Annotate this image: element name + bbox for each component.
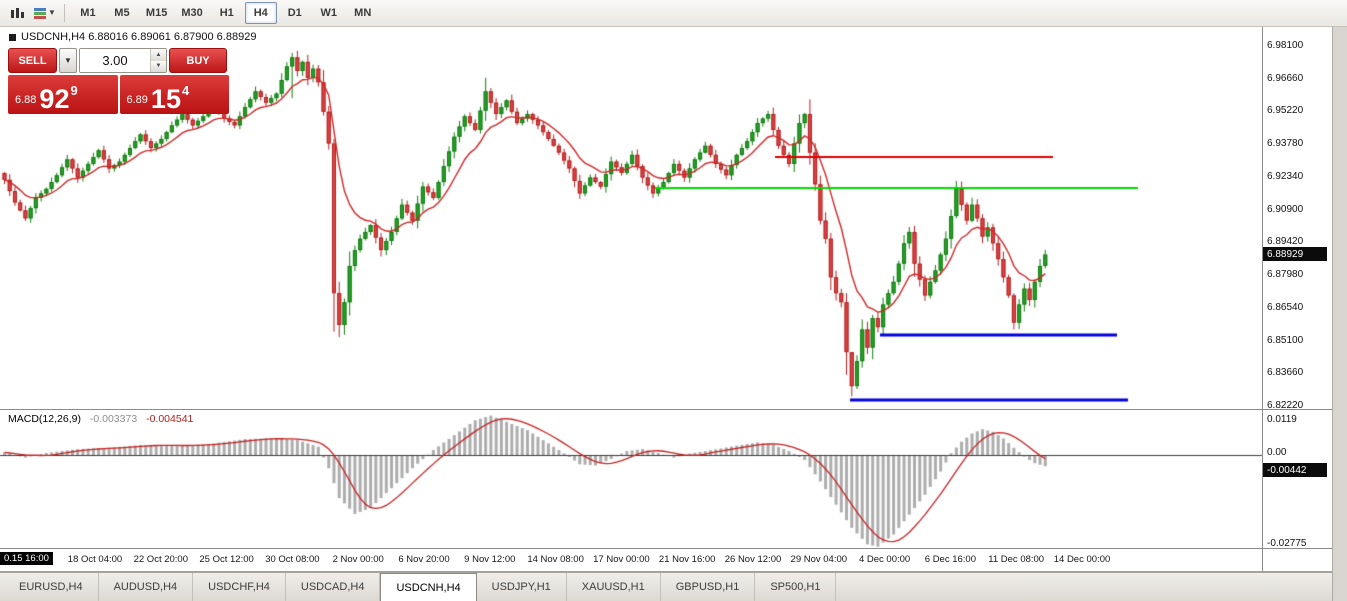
chart-tab-bar: EURUSD,H4 AUDUSD,H4 USDCHF,H4 USDCAD,H4 USDC… — [0, 572, 1332, 601]
chart-macd-splitter[interactable] — [0, 409, 1332, 410]
price-axis-label: 6.90900 — [1267, 203, 1304, 215]
price-axis-label: 6.95220 — [1267, 105, 1304, 117]
macd-name: MACD(12,26,9) — [8, 413, 81, 425]
time-axis-label: 25 Oct 12:00 — [199, 554, 254, 565]
time-axis-label: 6 Nov 20:00 — [398, 554, 450, 565]
time-axis-label: 14 Nov 08:00 — [527, 554, 584, 565]
volume-dropdown-button[interactable]: ▼ — [59, 48, 77, 73]
tab-gbpusd-h1[interactable]: GBPUSD,H1 — [661, 573, 756, 601]
time-axis-label: 11 Dec 08:00 — [988, 554, 1045, 565]
timeframe-button-m30[interactable]: M30 — [181, 7, 203, 19]
price-axis-label: 6.89420 — [1267, 236, 1304, 248]
timeframe-button-m15[interactable]: M15 — [145, 7, 168, 19]
bid-quote-button[interactable]: 6.88 92 9 — [8, 75, 118, 114]
time-axis[interactable]: 0.15 16:00 8 18 Oct 04:00 22 Oct 20:00 25 … — [0, 549, 1262, 571]
window-right-edge — [1332, 27, 1347, 601]
time-axis-label: 18 Oct 04:00 — [67, 554, 123, 565]
indicators-icon — [34, 8, 46, 19]
chart-window-icon-button[interactable] — [6, 2, 30, 24]
tab-xauusd-h1[interactable]: XAUUSD,H1 — [567, 573, 661, 601]
price-axis-label: 6.93780 — [1267, 138, 1304, 150]
indicators-dropdown-button[interactable]: ▼ — [32, 2, 57, 24]
bid-big-digits: 92 — [39, 84, 70, 115]
tab-sp500-h1[interactable]: SP500,H1 — [755, 573, 837, 601]
volume-stepper: ▲ ▼ — [150, 49, 166, 72]
time-axis-highlight: 0.15 16:00 — [0, 552, 53, 565]
chevron-down-icon: ▼ — [48, 8, 56, 17]
macd-axis-zero-label: 0.00 — [1267, 447, 1287, 458]
volume-field-wrap: ▲ ▼ — [79, 48, 167, 73]
time-axis-label: 4 Dec 00:00 — [858, 554, 911, 565]
macd-indicator-label: MACD(12,26,9) -0.003373 -0.004541 — [8, 413, 193, 425]
timeframe-button-h1[interactable]: H1 — [219, 7, 234, 19]
tab-audusd-h4[interactable]: AUDUSD,H4 — [99, 573, 194, 601]
sell-button[interactable]: SELL — [8, 48, 57, 73]
macd-signal-value: -0.004541 — [146, 413, 194, 425]
chevron-down-icon: ▼ — [64, 56, 72, 65]
current-price-tag: 6.88929 — [1263, 247, 1327, 261]
chart-ohlc-header: USDCNH,H4 6.88016 6.89061 6.87900 6.8892… — [9, 31, 256, 43]
macd-current-tag: -0.00442 — [1263, 463, 1327, 477]
toolbar-separator — [63, 4, 65, 22]
time-axis-residual: 8 — [48, 554, 54, 565]
ask-big-digits: 15 — [150, 84, 181, 115]
time-axis-label: 17 Nov 00:00 — [593, 554, 650, 565]
timeframe-button-mn[interactable]: MN — [354, 7, 372, 19]
ask-prefix: 6.89 — [126, 94, 148, 106]
price-axis-label: 6.96660 — [1267, 72, 1304, 84]
macd-axis-top-label: 0.0119 — [1267, 414, 1297, 425]
time-axis-label: 9 Nov 12:00 — [464, 554, 516, 565]
one-click-trading-panel: SELL ▼ ▲ ▼ BUY 6.88 92 9 6.89 15 4 — [8, 48, 229, 114]
tab-usdchf-h4[interactable]: USDCHF,H4 — [193, 573, 286, 601]
timeframe-button-w1[interactable]: W1 — [320, 7, 337, 19]
time-axis-label: 30 Oct 08:00 — [265, 554, 320, 565]
price-axis-line — [1262, 27, 1263, 571]
price-axis-label: 6.98100 — [1267, 40, 1304, 51]
timeframe-button-h4[interactable]: H4 — [244, 2, 277, 24]
timeframe-button-d1[interactable]: D1 — [287, 7, 302, 19]
bid-prefix: 6.88 — [15, 94, 37, 106]
time-axis-label: 22 Oct 20:00 — [133, 554, 188, 565]
stepper-down-icon[interactable]: ▼ — [151, 60, 166, 72]
bar-chart-icon — [11, 8, 24, 18]
macd-timeaxis-separator — [0, 548, 1332, 549]
timeframe-button-m1[interactable]: M1 — [80, 7, 96, 19]
time-axis-label: 21 Nov 16:00 — [658, 554, 716, 565]
time-axis-label: 29 Nov 04:00 — [790, 554, 848, 565]
price-axis-label: 6.86540 — [1267, 301, 1304, 313]
symbol-ohlc-text: USDCNH,H4 6.88016 6.89061 6.87900 6.8892… — [21, 31, 257, 43]
timeframe-button-group: M1 M5 M15 M30 H1 H4 D1 W1 MN — [72, 2, 379, 24]
tab-usdcnh-h4[interactable]: USDCNH,H4 — [380, 573, 477, 601]
time-axis-label: 6 Dec 16:00 — [924, 554, 977, 565]
timeframe-button-m5[interactable]: M5 — [114, 7, 130, 19]
bid-pip-digit: 9 — [70, 83, 78, 98]
time-axis-label: 2 Nov 00:00 — [332, 554, 384, 565]
stepper-up-icon[interactable]: ▲ — [151, 49, 166, 61]
volume-input[interactable] — [80, 49, 150, 72]
macd-axis-bottom-label: -0.02775 — [1267, 538, 1307, 549]
ask-quote-button[interactable]: 6.89 15 4 — [119, 75, 229, 115]
ask-pip-digit: 4 — [181, 83, 190, 98]
price-axis-label: 6.82220 — [1267, 399, 1304, 411]
price-axis-label: 6.83660 — [1267, 367, 1304, 379]
top-toolbar: ▼ M1 M5 M15 M30 H1 H4 D1 W1 MN — [0, 0, 1347, 27]
chart-marker-icon — [9, 33, 16, 41]
macd-main-value: -0.003373 — [89, 413, 138, 425]
price-axis-label: 6.92340 — [1267, 170, 1304, 182]
tab-usdjpy-h1[interactable]: USDJPY,H1 — [477, 573, 567, 601]
time-axis-label: 26 Nov 12:00 — [724, 554, 782, 565]
buy-button[interactable]: BUY — [169, 48, 227, 73]
price-axis-label: 6.85100 — [1267, 334, 1304, 346]
tab-eurusd-h4[interactable]: EURUSD,H4 — [4, 573, 99, 601]
tab-usdcad-h4[interactable]: USDCAD,H4 — [286, 573, 381, 601]
tabbar-separator — [0, 571, 1332, 572]
price-axis-label: 6.87980 — [1267, 269, 1304, 281]
time-axis-label: 14 Dec 00:00 — [1053, 554, 1111, 565]
